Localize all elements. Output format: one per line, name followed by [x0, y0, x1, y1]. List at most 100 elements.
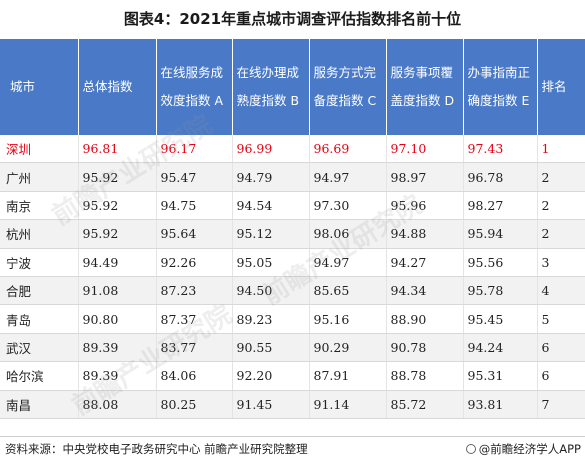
table-row: 广州 95.92 95.47 94.79 94.97 98.97 96.78 2 [0, 162, 585, 192]
cell-index-c: 94.97 [309, 162, 387, 192]
cell-city: 南京 [0, 191, 79, 221]
table-row: 武汉 89.39 83.77 90.55 90.29 90.78 94.24 6 [0, 333, 585, 363]
cell-index-d: 94.34 [386, 276, 464, 306]
cell-city: 哈尔滨 [0, 361, 79, 391]
cell-rank: 2 [537, 219, 585, 249]
cell-index-c: 85.65 [309, 276, 387, 306]
cell-overall-index: 95.92 [78, 191, 157, 221]
cell-rank: 1 [537, 135, 585, 164]
cell-index-e: 96.78 [463, 162, 538, 192]
cell-index-d: 88.90 [386, 304, 464, 334]
cell-index-d: 85.72 [386, 390, 464, 419]
cell-index-a: 84.06 [156, 361, 233, 391]
cell-rank: 3 [537, 248, 585, 277]
cell-index-d: 97.10 [386, 135, 464, 164]
brand-label: @前瞻经济学人APP [478, 442, 581, 456]
cell-index-a: 95.64 [156, 219, 233, 249]
cell-index-b: 95.12 [232, 219, 310, 249]
cell-index-b: 94.79 [232, 162, 310, 192]
table-row: 哈尔滨 89.39 84.06 92.20 87.91 88.78 95.31 6 [0, 361, 585, 391]
header-index-a: 在线服务成效度指数 A [156, 39, 233, 135]
header-city: 城市 [0, 39, 79, 135]
cell-city: 南昌 [0, 390, 79, 419]
cell-index-e: 94.24 [463, 333, 538, 363]
cell-index-b: 95.05 [232, 248, 310, 277]
table-row: 青岛 90.80 87.37 89.23 95.16 88.90 95.45 5 [0, 304, 585, 334]
cell-index-e: 95.56 [463, 248, 538, 277]
cell-city: 青岛 [0, 304, 79, 334]
cell-index-c: 97.30 [309, 191, 387, 221]
cell-index-e: 95.31 [463, 361, 538, 391]
cell-rank: 2 [537, 191, 585, 221]
table-row: 深圳 96.81 96.17 96.99 96.69 97.10 97.43 1 [0, 135, 585, 164]
cell-index-c: 98.06 [309, 219, 387, 249]
cell-rank: 6 [537, 361, 585, 391]
cell-overall-index: 96.81 [78, 135, 157, 164]
cell-index-e: 95.78 [463, 276, 538, 306]
footer: 资料来源：中央党校电子政务研究中心 前瞻产业研究院整理 @前瞻经济学人APP [0, 436, 585, 457]
cell-index-d: 98.97 [386, 162, 464, 192]
brand-logo-icon [465, 444, 476, 454]
chart-title: 图表4：2021年重点城市调查评估指数排名前十位 [123, 10, 462, 28]
cell-index-d: 90.78 [386, 333, 464, 363]
table-row: 宁波 94.49 92.26 95.05 94.97 94.27 95.56 3 [0, 248, 585, 277]
cell-index-c: 87.91 [309, 361, 387, 391]
cell-rank: 5 [537, 304, 585, 334]
table-row: 南昌 88.08 80.25 91.45 91.14 85.72 93.81 7 [0, 390, 585, 419]
cell-index-e: 95.94 [463, 219, 538, 249]
cell-index-d: 88.78 [386, 361, 464, 391]
cell-index-c: 90.29 [309, 333, 387, 363]
cell-index-b: 94.54 [232, 191, 310, 221]
header-overall-index: 总体指数 [78, 39, 157, 135]
cell-index-b: 91.45 [232, 390, 310, 419]
cell-index-e: 97.43 [463, 135, 538, 164]
cell-index-a: 83.77 [156, 333, 233, 363]
brand-credit: @前瞻经济学人APP [465, 439, 581, 459]
cell-overall-index: 91.08 [78, 276, 157, 306]
cell-overall-index: 94.49 [78, 248, 157, 277]
cell-city: 武汉 [0, 333, 79, 363]
cell-index-c: 96.69 [309, 135, 387, 164]
cell-index-a: 87.37 [156, 304, 233, 334]
table-row: 合肥 91.08 87.23 94.50 85.65 94.34 95.78 4 [0, 276, 585, 306]
table-row: 杭州 95.92 95.64 95.12 98.06 94.88 95.94 2 [0, 219, 585, 249]
cell-overall-index: 90.80 [78, 304, 157, 334]
cell-index-b: 92.20 [232, 361, 310, 391]
cell-overall-index: 89.39 [78, 361, 157, 391]
cell-index-c: 94.97 [309, 248, 387, 277]
cell-index-e: 95.45 [463, 304, 538, 334]
cell-index-d: 94.27 [386, 248, 464, 277]
cell-city: 杭州 [0, 219, 79, 249]
cell-index-c: 91.14 [309, 390, 387, 419]
cell-index-d: 94.88 [386, 219, 464, 249]
cell-index-a: 95.47 [156, 162, 233, 192]
cell-index-b: 90.55 [232, 333, 310, 363]
cell-rank: 2 [537, 162, 585, 192]
cell-index-a: 96.17 [156, 135, 233, 164]
cell-index-e: 93.81 [463, 390, 538, 419]
cell-overall-index: 88.08 [78, 390, 157, 419]
header-index-c: 服务方式完备度指数 C [309, 39, 387, 135]
cell-index-c: 95.16 [309, 304, 387, 334]
cell-index-e: 98.27 [463, 191, 538, 221]
table-row: 南京 95.92 94.75 94.54 97.30 95.96 98.27 2 [0, 191, 585, 221]
cell-index-a: 87.23 [156, 276, 233, 306]
ranking-table: 城市 总体指数 在线服务成效度指数 A 在线办理成熟度指数 B 服务方式完备度指… [0, 39, 585, 419]
cell-city: 宁波 [0, 248, 79, 277]
cell-rank: 7 [537, 390, 585, 419]
cell-overall-index: 95.92 [78, 219, 157, 249]
cell-index-a: 80.25 [156, 390, 233, 419]
cell-index-d: 95.96 [386, 191, 464, 221]
cell-index-a: 94.75 [156, 191, 233, 221]
cell-city: 广州 [0, 162, 79, 192]
cell-city: 深圳 [0, 135, 79, 164]
cell-index-a: 92.26 [156, 248, 233, 277]
cell-rank: 4 [537, 276, 585, 306]
cell-overall-index: 95.92 [78, 162, 157, 192]
table-header-row: 城市 总体指数 在线服务成效度指数 A 在线办理成熟度指数 B 服务方式完备度指… [0, 39, 585, 135]
cell-index-b: 94.50 [232, 276, 310, 306]
source-note: 资料来源：中央党校电子政务研究中心 前瞻产业研究院整理 [5, 442, 308, 456]
header-index-b: 在线办理成熟度指数 B [232, 39, 310, 135]
header-rank: 排名 [537, 39, 585, 135]
header-index-d: 服务事项覆盖度指数 D [386, 39, 464, 135]
